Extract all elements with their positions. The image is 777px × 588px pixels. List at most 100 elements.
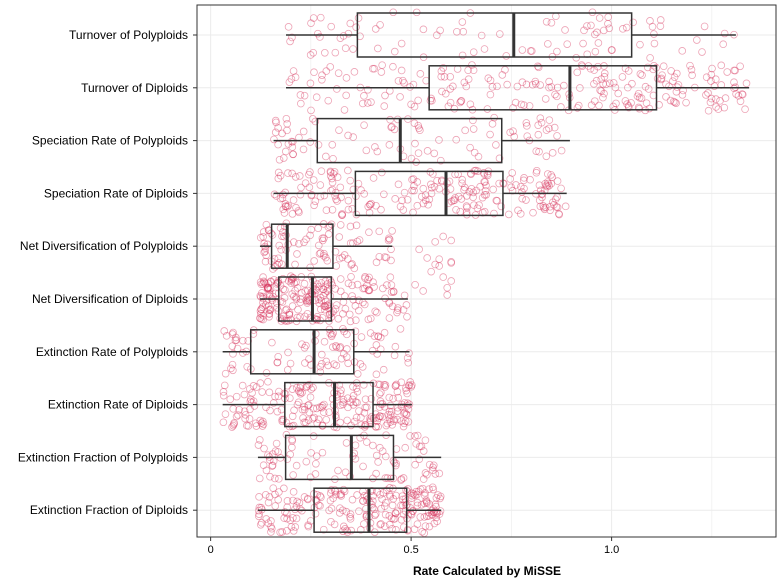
data-point (274, 278, 282, 287)
data-point (352, 23, 360, 32)
data-point (698, 48, 706, 56)
data-point (329, 307, 338, 316)
data-point (280, 294, 289, 302)
data-point (301, 179, 310, 187)
data-point (333, 173, 342, 182)
data-point (304, 495, 312, 504)
data-point (572, 54, 581, 62)
data-point (720, 103, 729, 112)
data-point (367, 314, 375, 323)
data-point (300, 343, 309, 352)
data-point (721, 94, 730, 102)
data-point (357, 186, 365, 194)
data-point (261, 301, 270, 309)
data-point (258, 422, 267, 430)
data-point (436, 494, 444, 503)
data-point (403, 312, 411, 321)
data-point (545, 116, 554, 124)
data-point (376, 520, 385, 529)
data-point (336, 183, 345, 192)
data-point (352, 316, 360, 325)
data-point (380, 402, 389, 411)
data-point (257, 280, 266, 288)
data-point (597, 75, 606, 83)
data-point (553, 132, 561, 140)
data-point (302, 341, 310, 350)
data-point (388, 122, 396, 131)
data-point (413, 501, 422, 510)
data-point (633, 92, 642, 101)
data-point (621, 97, 630, 105)
data-point (349, 391, 358, 400)
data-point (257, 315, 266, 323)
data-point (289, 514, 297, 522)
data-point (262, 297, 271, 305)
data-point (321, 253, 330, 262)
data-point (402, 386, 411, 395)
data-point (228, 330, 237, 338)
data-point (552, 203, 561, 211)
data-point (288, 437, 296, 445)
data-point (287, 137, 296, 146)
data-point (310, 68, 318, 77)
data-point (221, 369, 230, 378)
data-point (304, 416, 313, 424)
data-point (605, 24, 614, 33)
data-point (561, 26, 569, 34)
data-point (374, 332, 382, 340)
data-point (707, 94, 716, 103)
data-point (353, 387, 362, 396)
data-point (353, 398, 361, 407)
data-point (337, 354, 346, 363)
data-point (256, 436, 264, 444)
data-point (542, 17, 551, 26)
data-point (335, 509, 344, 517)
data-point (359, 497, 367, 505)
data-point (345, 310, 354, 319)
data-point (297, 183, 305, 192)
data-point (376, 333, 385, 342)
data-point (413, 201, 422, 210)
data-point (387, 281, 396, 289)
data-point (635, 94, 644, 102)
data-point (379, 489, 388, 497)
data-point (534, 121, 542, 130)
data-point (547, 18, 556, 27)
data-point (331, 247, 340, 256)
data-point (492, 141, 500, 149)
data-point (385, 299, 394, 307)
data-point (385, 141, 394, 149)
data-point (446, 98, 455, 107)
data-point (404, 358, 413, 367)
data-point (459, 27, 468, 36)
data-point (266, 305, 275, 313)
data-point (263, 283, 272, 292)
data-point (272, 118, 280, 127)
data-point (509, 104, 517, 112)
data-point (274, 168, 283, 177)
data-point (229, 421, 238, 430)
data-point (347, 421, 355, 430)
data-point (421, 469, 430, 477)
data-point (279, 190, 287, 199)
data-point (516, 210, 525, 218)
data-point (320, 234, 328, 242)
data-point (408, 175, 416, 184)
data-point (353, 280, 362, 289)
data-point (682, 98, 690, 107)
data-point (362, 438, 371, 446)
box-iqr (354, 170, 504, 217)
data-point (553, 83, 562, 92)
data-point (419, 447, 428, 455)
data-point (306, 263, 314, 272)
data-point (624, 67, 633, 75)
data-point (433, 176, 441, 185)
x-tick-label: 0.5 (403, 544, 418, 556)
data-point (317, 360, 326, 368)
data-point (550, 123, 559, 132)
data-point (317, 296, 326, 305)
data-point (594, 39, 603, 47)
data-point (288, 33, 296, 42)
data-point (355, 296, 363, 305)
data-point (288, 290, 296, 298)
